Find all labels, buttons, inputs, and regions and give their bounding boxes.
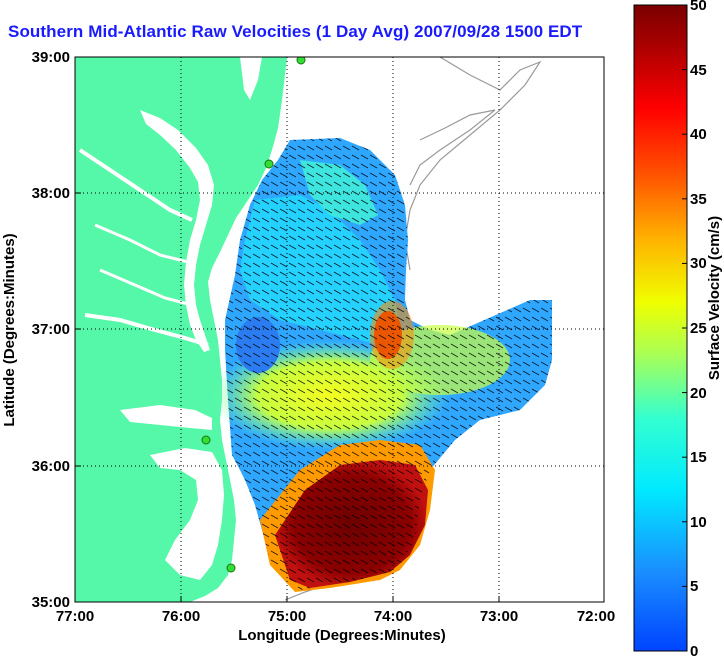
radar-station-3 — [201, 435, 211, 445]
colorbar-tick-label: 5 — [690, 578, 698, 595]
axis-tick-marks — [75, 192, 500, 602]
colorbar-tick-label: 35 — [690, 191, 707, 208]
colorbar-tick-label: 40 — [690, 126, 707, 143]
colorbar-tick-label: 50 — [690, 0, 707, 14]
colorbar-tick-label: 25 — [690, 320, 707, 337]
rappahannock-river — [94, 223, 189, 264]
y-tick-label: 36:00 — [32, 458, 70, 475]
x-axis-label: Longitude (Degrees:Minutes) — [238, 627, 446, 644]
isobath-contour — [409, 109, 496, 186]
delaware-bay — [240, 57, 262, 100]
colorbar-tick-label: 20 — [690, 385, 707, 402]
radar-station-2 — [264, 159, 274, 169]
x-tick-label: 73:00 — [480, 608, 518, 625]
x-tick-label: 75:00 — [268, 608, 306, 625]
colorbar-tick-label: 45 — [690, 62, 707, 79]
velocity-vectors — [225, 138, 552, 590]
isobath-contour — [404, 57, 542, 271]
albemarle-sound — [120, 405, 212, 430]
colorbar-tick-label: 30 — [690, 255, 707, 272]
y-tick-label: 38:00 — [32, 185, 70, 202]
colorbar-tick-label: 0 — [690, 643, 698, 659]
colorbar-tick-label: 15 — [690, 449, 707, 466]
colorbar-tick-label: 10 — [690, 514, 707, 531]
y-axis-label: Latitude (Degrees:Minutes) — [1, 233, 18, 426]
grid — [75, 57, 604, 602]
colorbar-ticks — [682, 69, 687, 587]
york-river — [99, 268, 193, 307]
james-river — [84, 313, 209, 347]
chesapeake-bay — [140, 110, 214, 352]
velocity-field — [210, 138, 552, 592]
y-tick-label: 39:00 — [32, 49, 70, 66]
x-tick-label: 72:00 — [577, 608, 615, 625]
plot-title: Southern Mid-Atlantic Raw Velocities (1 … — [8, 22, 583, 41]
radar-station-4 — [226, 563, 236, 573]
pamlico-sound — [150, 448, 224, 580]
x-tick-label: 76:00 — [162, 608, 200, 625]
y-tick-label: 37:00 — [32, 321, 70, 338]
colorbar-label: Surface Velocity (cm/s) — [706, 216, 723, 380]
x-tick-label: 77:00 — [56, 608, 94, 625]
potomac-river — [78, 148, 193, 222]
y-tick-label: 35:00 — [32, 594, 70, 611]
x-tick-label: 74:00 — [374, 608, 412, 625]
radar-station-1 — [296, 57, 306, 65]
colorbar — [633, 4, 688, 652]
